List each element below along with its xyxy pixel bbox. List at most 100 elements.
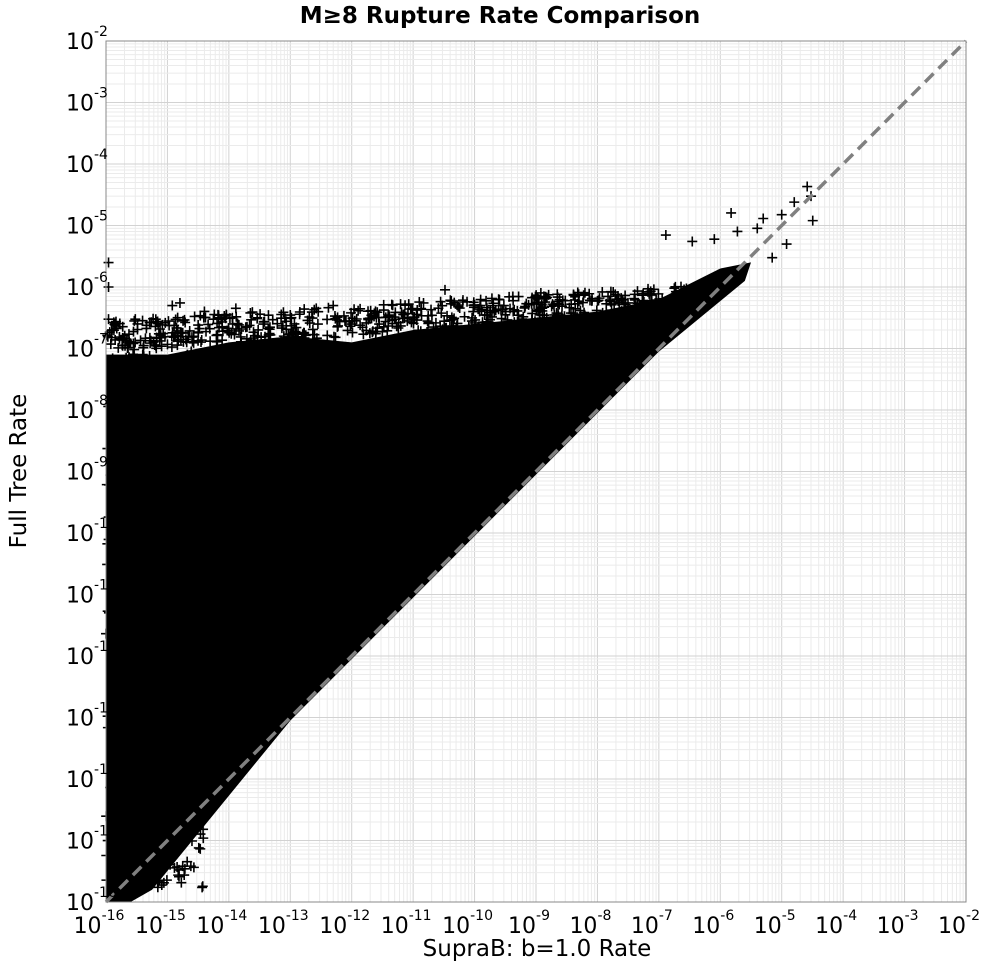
y-tick-label: 10-4 (66, 147, 108, 178)
data-point (752, 223, 763, 234)
data-point (131, 751, 142, 762)
data-point (195, 644, 206, 655)
data-point (413, 325, 424, 336)
data-point (206, 743, 217, 754)
data-point (226, 642, 237, 653)
data-point (340, 527, 351, 538)
data-point (418, 297, 429, 308)
data-point (559, 311, 570, 322)
data-point (428, 322, 439, 333)
data-point (212, 719, 223, 730)
x-axis-ticks: 10-16 10-15 10-14 10-13 10-12 10-11 10-10 10-9 1… (74, 908, 980, 939)
data-point (174, 357, 185, 368)
data-point (129, 739, 140, 750)
data-point (119, 707, 130, 718)
data-point (648, 284, 659, 295)
data-point (182, 353, 193, 364)
data-point (195, 843, 206, 854)
data-point (160, 671, 171, 682)
data-point (105, 339, 116, 350)
data-point (181, 337, 192, 348)
data-point (605, 296, 616, 307)
data-point (245, 307, 256, 318)
data-point (112, 496, 123, 507)
data-point (189, 820, 200, 831)
data-point (130, 620, 141, 631)
data-point (279, 609, 290, 620)
data-point (222, 325, 233, 336)
data-point (293, 672, 304, 683)
data-point (207, 686, 218, 697)
data-point (636, 310, 647, 321)
y-tick-label: 10-7 (66, 332, 108, 363)
data-point (193, 603, 204, 614)
data-point (178, 467, 189, 478)
data-point (110, 639, 121, 650)
data-point (181, 774, 192, 785)
data-point (149, 749, 160, 760)
data-point (171, 432, 182, 443)
data-point (176, 642, 187, 653)
data-point (231, 662, 242, 673)
data-point (155, 752, 166, 763)
data-point (202, 649, 213, 660)
data-point (587, 295, 598, 306)
data-point (690, 293, 701, 304)
data-point (218, 601, 229, 612)
data-point (293, 328, 304, 339)
x-tick-label: 10-6 (692, 908, 734, 939)
data-point (194, 356, 205, 367)
data-point (112, 606, 123, 617)
data-point (118, 500, 129, 511)
data-point (195, 337, 206, 348)
data-point (220, 728, 231, 739)
data-point (122, 584, 133, 595)
data-point (105, 470, 116, 481)
data-point (138, 364, 149, 375)
data-point (402, 308, 413, 319)
data-point (109, 577, 120, 588)
data-point (331, 314, 342, 325)
data-point (290, 569, 301, 580)
data-density-cloud (106, 262, 751, 902)
reference-line-y-equals-x (104, 39, 968, 904)
data-point (116, 489, 127, 500)
data-point (181, 522, 192, 533)
data-point (191, 719, 202, 730)
data-point (433, 303, 444, 314)
data-point (198, 570, 209, 581)
data-point (167, 742, 178, 753)
data-point (138, 859, 149, 870)
data-point (309, 304, 320, 315)
data-point (144, 686, 155, 697)
data-point (151, 478, 162, 489)
data-point (321, 593, 332, 604)
data-point (323, 522, 334, 533)
data-point (165, 816, 176, 827)
data-point (124, 823, 135, 834)
data-point (535, 287, 546, 298)
data-point (552, 289, 563, 300)
data-point (198, 833, 209, 844)
data-point (189, 776, 200, 787)
x-tick-label: 10-10 (442, 908, 493, 939)
data-point (107, 721, 118, 732)
x-tick-label: 10-14 (196, 908, 247, 939)
data-point (325, 514, 336, 525)
data-point (106, 467, 117, 478)
data-point (125, 690, 136, 701)
data-point (121, 515, 132, 526)
data-point (159, 795, 170, 806)
data-point (353, 305, 364, 316)
data-point (193, 586, 204, 597)
data-point (185, 750, 196, 761)
data-point (113, 752, 124, 763)
data-point (173, 732, 184, 743)
data-point (117, 773, 128, 784)
data-point (103, 314, 114, 325)
data-point (111, 816, 122, 827)
y-tick-label: 10-12 (66, 639, 117, 670)
data-point (344, 509, 355, 520)
data-point (408, 314, 419, 325)
data-point (245, 661, 256, 672)
